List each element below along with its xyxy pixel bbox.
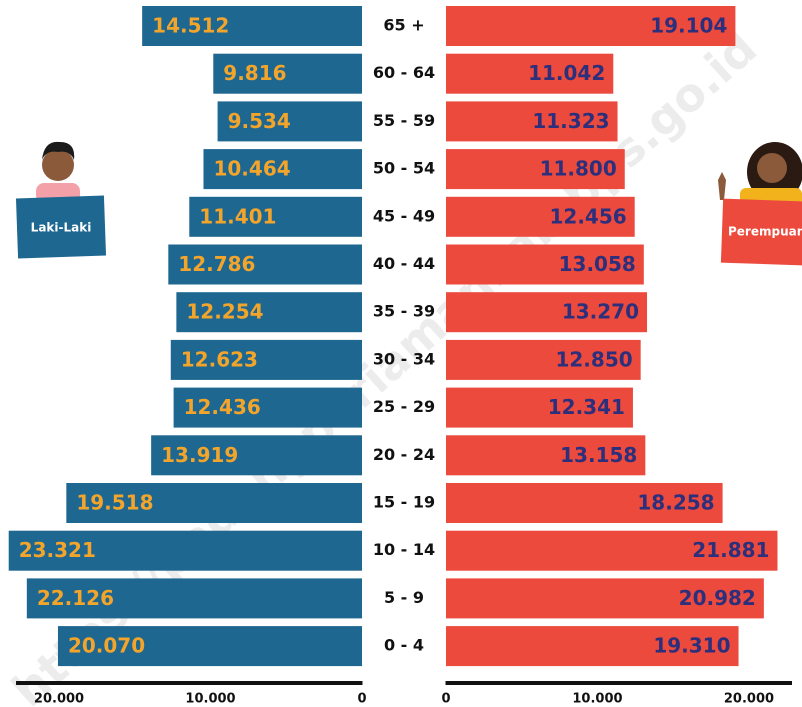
category-label: 65 + — [383, 16, 424, 35]
legend-label: Laki-Laki — [31, 221, 92, 235]
woman-illustration — [718, 142, 802, 206]
value-label: 9.534 — [228, 109, 291, 133]
x-tick-label: 10.000 — [185, 692, 235, 707]
value-label: 19.104 — [650, 14, 727, 38]
category-label: 25 - 29 — [373, 397, 435, 416]
value-label: 11.800 — [540, 157, 617, 181]
value-label: 11.323 — [532, 109, 609, 133]
category-label: 15 - 19 — [373, 493, 435, 512]
value-label: 13.270 — [562, 300, 639, 324]
value-label: 20.982 — [679, 586, 756, 610]
x-tick-label: 0 — [441, 692, 450, 707]
x-tick-label: 10.000 — [572, 692, 622, 707]
category-label: 55 - 59 — [373, 111, 435, 130]
category-label: 40 - 44 — [373, 254, 435, 273]
value-label: 12.850 — [555, 347, 632, 371]
value-label: 22.126 — [37, 586, 114, 610]
value-label: 13.058 — [559, 252, 636, 276]
value-label: 19.518 — [76, 491, 153, 515]
category-label: 0 - 4 — [384, 636, 424, 655]
category-label: 50 - 54 — [373, 159, 435, 178]
x-tick-label: 0 — [357, 692, 366, 707]
value-label: 14.512 — [152, 14, 229, 38]
value-label: 12.436 — [184, 395, 261, 419]
value-label: 12.786 — [178, 252, 255, 276]
value-label: 21.881 — [692, 538, 769, 562]
value-label: 23.321 — [19, 538, 96, 562]
category-label: 45 - 49 — [373, 206, 435, 225]
category-label: 20 - 24 — [373, 445, 435, 464]
man-illustration — [36, 142, 80, 203]
category-label: 35 - 39 — [373, 302, 435, 321]
value-label: 13.919 — [161, 443, 238, 467]
chart: https://padangpariamankab.bps.go.id Laki… — [0, 0, 802, 707]
value-label: 18.258 — [637, 491, 714, 515]
value-label: 13.158 — [560, 443, 637, 467]
category-label: 60 - 64 — [373, 63, 435, 82]
value-label: 12.456 — [550, 204, 627, 228]
category-label: 10 - 14 — [373, 540, 435, 559]
value-label: 20.070 — [68, 634, 145, 658]
value-label: 9.816 — [223, 61, 286, 85]
value-label: 11.401 — [199, 204, 276, 228]
value-label: 10.464 — [213, 157, 290, 181]
value-label: 19.310 — [653, 634, 730, 658]
value-label: 12.254 — [186, 300, 263, 324]
value-label: 11.042 — [528, 61, 605, 85]
category-label: 30 - 34 — [373, 349, 435, 368]
x-tick-label: 20.000 — [34, 692, 84, 707]
x-tick-label: 20.000 — [724, 692, 774, 707]
category-label: 5 - 9 — [384, 588, 424, 607]
value-label: 12.623 — [181, 347, 258, 371]
value-label: 12.341 — [548, 395, 625, 419]
legend-label: Perempuan — [728, 225, 802, 239]
